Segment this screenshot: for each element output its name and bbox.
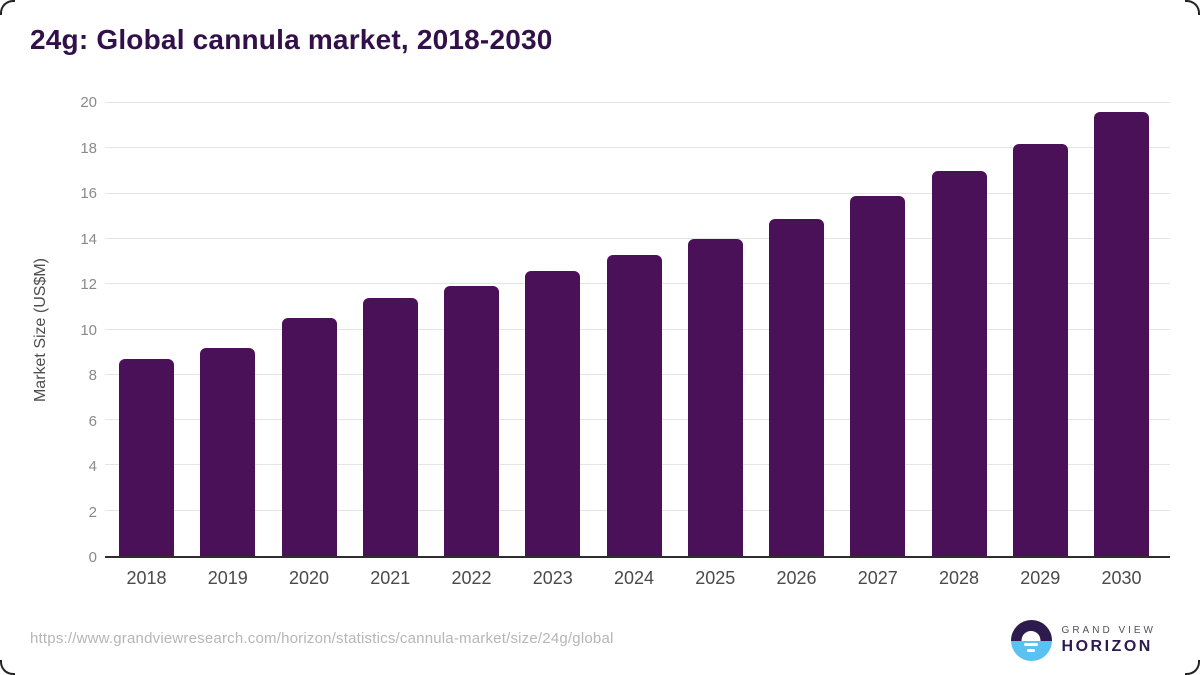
- grand-view-horizon-logo: GRAND VIEW HORIZON: [1010, 620, 1156, 661]
- y-tick-4: 4: [88, 458, 97, 475]
- gridline-18: [105, 147, 1170, 149]
- logo-line-grand-view: GRAND VIEW: [1061, 625, 1156, 636]
- logo-line-horizon: HORIZON: [1061, 638, 1153, 655]
- y-tick-16: 16: [80, 185, 97, 202]
- y-tick-8: 8: [88, 367, 97, 384]
- bar-2021: [362, 297, 418, 556]
- bar-2020: [281, 318, 337, 556]
- bar-2029: [1012, 143, 1068, 556]
- card-corner-bottom-left: [0, 660, 15, 675]
- bar-2018: [119, 358, 174, 556]
- y-tick-2: 2: [88, 503, 97, 521]
- x-axis-tick-labels: 2018 2019 2020 2021 2022 2023 2024 2025 2026 2027…: [105, 568, 1163, 589]
- x-tick-2018: 2018: [126, 568, 167, 588]
- bar-2023: [525, 270, 581, 556]
- bar-series: [105, 103, 1163, 556]
- bar-2024: [606, 254, 662, 556]
- y-axis-title: Market Size (US$M): [32, 257, 49, 403]
- x-tick-2024: 2024: [613, 568, 655, 588]
- y-tick-18: 18: [80, 139, 97, 157]
- y-tick-20: 20: [80, 94, 97, 111]
- x-tick-2020: 2020: [288, 568, 330, 588]
- bar-2030: [1094, 112, 1149, 556]
- bar-2019: [200, 347, 256, 556]
- gridline-16: [105, 192, 1170, 194]
- gridline-14: [105, 237, 1170, 239]
- x-tick-2023: 2023: [532, 568, 573, 588]
- y-tick-14: 14: [80, 230, 97, 248]
- bar-2025: [687, 238, 743, 556]
- card-corner-top-left: [0, 0, 15, 15]
- x-tick-2019: 2019: [207, 568, 248, 588]
- x-tick-2022: 2022: [451, 568, 492, 588]
- bar-2026: [769, 218, 824, 556]
- bar-2028: [931, 170, 987, 556]
- x-tick-2027: 2027: [857, 568, 898, 588]
- y-tick-0: 0: [88, 549, 97, 566]
- y-tick-10: 10: [80, 321, 97, 339]
- plot-area: [105, 102, 1170, 558]
- x-tick-2028: 2028: [938, 568, 980, 588]
- card-corner-bottom-right: [1185, 660, 1200, 675]
- y-tick-12: 12: [80, 276, 97, 293]
- x-tick-2025: 2025: [695, 568, 736, 588]
- x-tick-2026: 2026: [776, 568, 817, 588]
- horizon-sun-icon: [1010, 620, 1052, 661]
- logo-text: GRAND VIEW HORIZON: [1062, 625, 1156, 656]
- y-tick-6: 6: [88, 412, 97, 430]
- x-tick-2030: 2030: [1101, 568, 1142, 588]
- gridline-20: [105, 102, 1170, 103]
- chart-title: 24g: Global cannula market, 2018-2030: [30, 24, 553, 55]
- card-corner-top-right: [1185, 0, 1200, 15]
- y-axis-tick-labels: 0 2 4 6 8 10 12 14 16 18 20: [52, 95, 97, 566]
- bar-2027: [850, 195, 906, 556]
- source-url: https://www.grandviewresearch.com/horizo…: [30, 630, 614, 647]
- bar-2022: [444, 286, 499, 556]
- x-tick-2029: 2029: [1020, 568, 1061, 588]
- x-tick-2021: 2021: [370, 568, 411, 588]
